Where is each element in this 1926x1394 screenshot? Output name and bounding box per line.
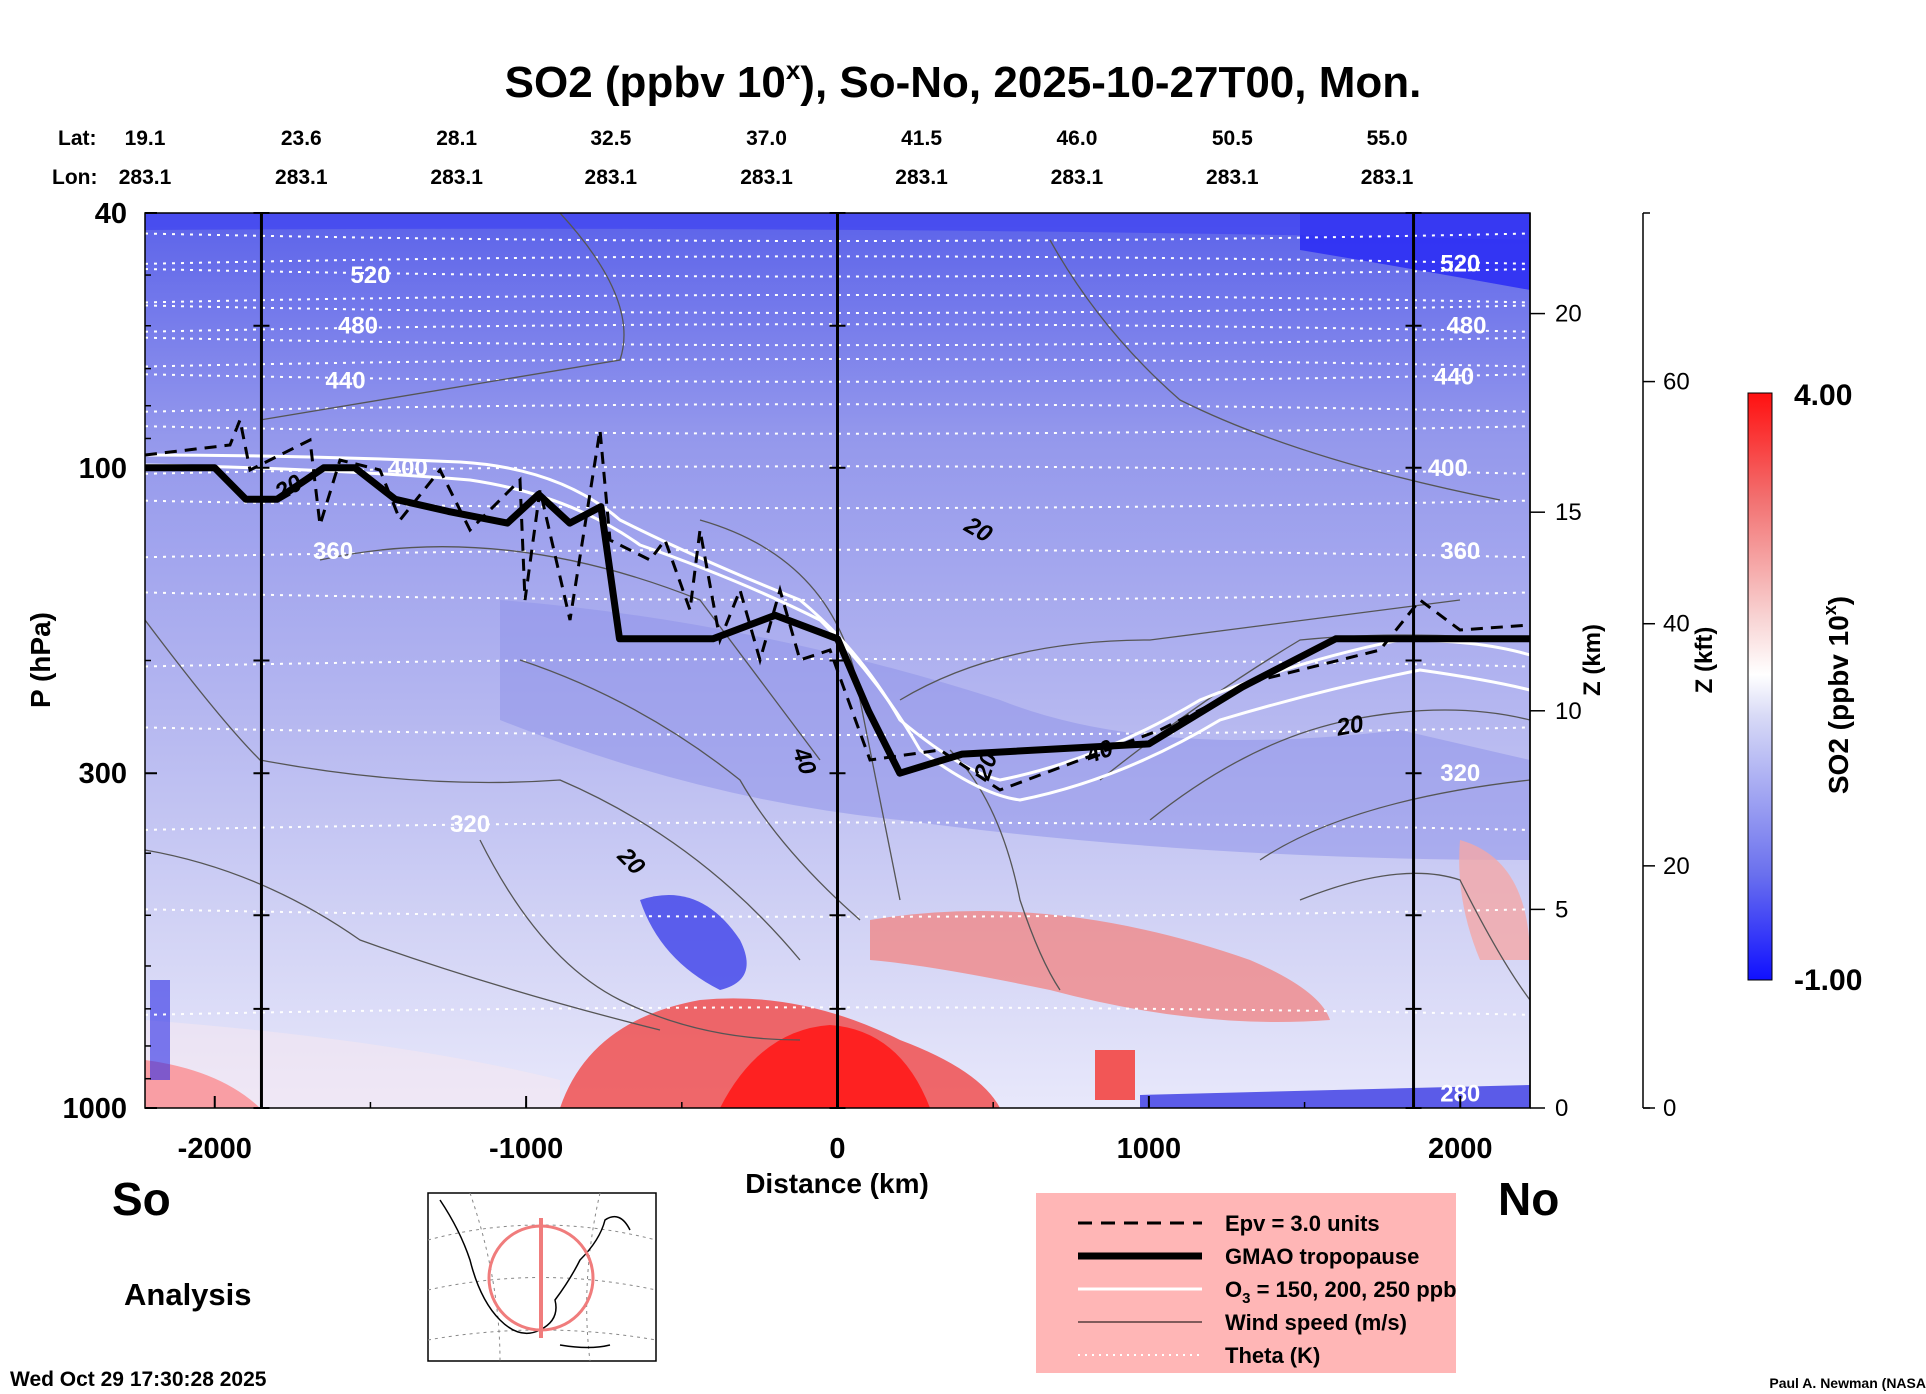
y-tick-label: 40	[95, 198, 127, 230]
vertical-reference-lines	[253, 212, 1422, 1109]
lon-tick-4: 283.1	[740, 166, 793, 189]
z-km-tick-label: 15	[1555, 499, 1582, 526]
x-axis: -2000 -1000 0 1000 2000	[178, 1096, 1493, 1165]
x-tick-label: 2000	[1428, 1133, 1493, 1165]
lon-tick-1: 283.1	[275, 166, 328, 189]
legend-label: Epv = 3.0 units	[1225, 1211, 1380, 1236]
z-km-tick-label: 5	[1555, 896, 1568, 923]
colorbar-gradient	[1747, 392, 1773, 981]
north-end-label: No	[1498, 1173, 1559, 1225]
lat-tick-7: 50.5	[1212, 127, 1253, 150]
lat-row-label: Lat:	[58, 127, 97, 150]
theta-label: 400	[388, 455, 428, 482]
theta-label: 480	[338, 313, 378, 340]
colorbar-min-label: -1.00	[1794, 964, 1862, 997]
gmao-tropopause-line	[145, 464, 1530, 777]
z-kft-axis: 0 20 40 60	[1642, 212, 1690, 1122]
x-tick-label: 1000	[1117, 1133, 1182, 1165]
theta-label: 320	[450, 811, 490, 838]
colorbar: 4.00 -1.00 SO2 (ppbv 10x)	[1747, 379, 1862, 997]
theta-label: 480	[1446, 313, 1486, 340]
colorbar-title: SO2 (ppbv 10x)	[1820, 596, 1854, 794]
theta-label: 520	[350, 262, 390, 289]
inset-coastline	[439, 1199, 631, 1349]
lon-tick-7: 283.1	[1206, 166, 1259, 189]
legend-label: GMAO tropopause	[1225, 1244, 1419, 1269]
z-kft-tick-label: 0	[1663, 1095, 1676, 1122]
legend: Epv = 3.0 units GMAO tropopause O3 = 150, …	[1036, 1193, 1457, 1373]
lat-tick-3: 32.5	[590, 127, 631, 150]
chart-title: SO2 (ppbv 10x), So-No, 2025-10-27T00, Mo…	[505, 55, 1422, 107]
so2-field-features	[145, 213, 1530, 1108]
z-km-tick-label: 10	[1555, 698, 1582, 725]
z-km-tick-label: 20	[1555, 301, 1582, 328]
analysis-label: Analysis	[124, 1277, 252, 1312]
lon-tick-2: 283.1	[430, 166, 483, 189]
theta-label: 360	[313, 538, 353, 565]
theta-label: 320	[1440, 760, 1480, 787]
lat-tick-0: 19.1	[125, 127, 166, 150]
timestamp: Wed Oct 29 17:30:28 2025	[10, 1368, 267, 1391]
z-km-axis: 0 5 10 15 20	[1529, 213, 1582, 1122]
legend-label: Theta (K)	[1225, 1343, 1320, 1368]
lat-tick-5: 41.5	[901, 127, 942, 150]
o3-contours	[145, 453, 1530, 802]
y-axis: 40 100 300 1000	[62, 198, 157, 1125]
wind-speed-contours	[145, 213, 1530, 1041]
z-kft-tick-label: 20	[1663, 853, 1690, 880]
theta-label: 400	[1428, 455, 1468, 482]
theta-label: 440	[1434, 363, 1474, 390]
y-tick-label: 1000	[62, 1093, 127, 1125]
lon-tick-3: 283.1	[585, 166, 638, 189]
z-kft-tick-label: 40	[1663, 611, 1690, 638]
y-tick-label: 100	[79, 453, 127, 485]
x-tick-label: 0	[829, 1133, 845, 1165]
z-km-tick-label: 0	[1555, 1095, 1568, 1122]
x-tick-label: -1000	[489, 1133, 563, 1165]
wind-speed-label: 20	[1333, 710, 1366, 742]
theta-label: 440	[326, 367, 366, 394]
z-km-label: Z (km)	[1579, 624, 1606, 696]
inset-map	[427, 1192, 657, 1362]
theta-label: 520	[1440, 251, 1480, 278]
lat-tick-8: 55.0	[1367, 127, 1408, 150]
lon-tick-8: 283.1	[1361, 166, 1414, 189]
so2-low-region-mid	[640, 895, 747, 990]
lon-tick-6: 283.1	[1051, 166, 1104, 189]
lon-tick-0: 283.1	[119, 166, 172, 189]
credit: Paul A. Newman (NASA	[1769, 1375, 1926, 1391]
lon-row-label: Lon:	[52, 166, 97, 189]
x-tick-label: -2000	[178, 1133, 252, 1165]
lat-lon-ticks: 19.1 283.1 23.6 283.1 28.1 283.1 32.5 283.1 37.0…	[119, 127, 1414, 189]
z-kft-label: Z (kft)	[1691, 627, 1718, 694]
z-kft-tick-label: 60	[1663, 369, 1690, 396]
chart-title-main: SO2 (ppbv 10	[505, 58, 786, 107]
legend-label: Wind speed (m/s)	[1225, 1310, 1407, 1335]
y-tick-label: 300	[79, 758, 127, 790]
so2-high-plume-right	[870, 911, 1330, 1022]
lat-tick-1: 23.6	[281, 127, 322, 150]
south-end-label: So	[112, 1173, 171, 1225]
chart-title-rest: ), So-No, 2025-10-27T00, Mon.	[800, 58, 1421, 107]
lon-tick-5: 283.1	[895, 166, 948, 189]
legend-label: O3 = 150, 200, 250 ppb	[1225, 1277, 1457, 1307]
y-axis-label: P (hPa)	[25, 612, 56, 708]
theta-label: 360	[1440, 538, 1480, 565]
lat-tick-4: 37.0	[746, 127, 787, 150]
lat-tick-6: 46.0	[1057, 127, 1098, 150]
colorbar-max-label: 4.00	[1794, 379, 1852, 412]
chart-title-sup: x	[786, 55, 801, 85]
x-axis-label: Distance (km)	[745, 1168, 929, 1199]
lat-tick-2: 28.1	[436, 127, 477, 150]
